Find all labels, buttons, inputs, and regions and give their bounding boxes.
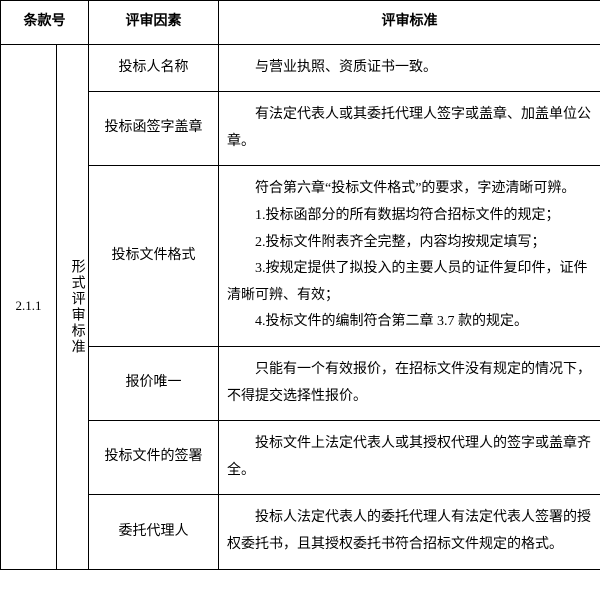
table-row: 投标文件的签署投标文件上法定代表人或其授权代理人的签字或盖章齐全。 (1, 421, 600, 495)
standard-line: 3.按规定提供了拟投入的主要人员的证件复印件，证件清晰可辨、有效； (227, 256, 592, 309)
table-row: 报价唯一只能有一个有效报价，在招标文件没有规定的情况下，不得提交选择性报价。 (1, 346, 600, 420)
standard-cell: 投标人法定代表人的委托代理人有法定代表人签署的授权委托书，且其授权委托书符合招标… (219, 495, 600, 569)
standard-cell: 只能有一个有效报价，在招标文件没有规定的情况下，不得提交选择性报价。 (219, 346, 600, 420)
standard-line: 有法定代表人或其委托代理人签字或盖章、加盖单位公章。 (227, 102, 592, 155)
table-row: 2.1.1形式评审标准投标人名称与营业执照、资质证书一致。 (1, 44, 600, 92)
standard-line: 只能有一个有效报价，在招标文件没有规定的情况下，不得提交选择性报价。 (227, 357, 592, 410)
review-standards-table: 条款号 评审因素 评审标准 2.1.1形式评审标准投标人名称与营业执照、资质证书… (0, 0, 600, 570)
standard-line: 4.投标文件的编制符合第二章 3.7 款的规定。 (227, 309, 592, 336)
factor-cell: 投标文件的签署 (89, 421, 219, 495)
category-label: 形式评审标准 (63, 259, 90, 355)
standard-line: 与营业执照、资质证书一致。 (227, 55, 592, 82)
standard-line: 符合第六章“投标文件格式”的要求，字迹清晰可辨。 (227, 176, 592, 203)
table-header-row: 条款号 评审因素 评审标准 (1, 1, 600, 45)
factor-cell: 投标人名称 (89, 44, 219, 92)
table-row: 委托代理人投标人法定代表人的委托代理人有法定代表人签署的授权委托书，且其授权委托… (1, 495, 600, 569)
factor-cell: 投标文件格式 (89, 166, 219, 347)
standard-cell: 有法定代表人或其委托代理人签字或盖章、加盖单位公章。 (219, 92, 600, 166)
table-row: 投标文件格式符合第六章“投标文件格式”的要求，字迹清晰可辨。1.投标函部分的所有… (1, 166, 600, 347)
standard-cell: 符合第六章“投标文件格式”的要求，字迹清晰可辨。1.投标函部分的所有数据均符合招… (219, 166, 600, 347)
factor-cell: 报价唯一 (89, 346, 219, 420)
standard-line: 投标人法定代表人的委托代理人有法定代表人签署的授权委托书，且其授权委托书符合招标… (227, 505, 592, 558)
factor-cell: 委托代理人 (89, 495, 219, 569)
standard-line: 2.投标文件附表齐全完整，内容均按规定填写； (227, 230, 592, 257)
factor-cell: 投标函签字盖章 (89, 92, 219, 166)
header-clause-no: 条款号 (1, 1, 89, 45)
header-standard: 评审标准 (219, 1, 600, 45)
table-body: 2.1.1形式评审标准投标人名称与营业执照、资质证书一致。投标函签字盖章有法定代… (1, 44, 600, 569)
standard-cell: 投标文件上法定代表人或其授权代理人的签字或盖章齐全。 (219, 421, 600, 495)
clause-number-cell: 2.1.1 (1, 44, 57, 569)
category-cell: 形式评审标准 (57, 44, 89, 569)
header-factor: 评审因素 (89, 1, 219, 45)
table-row: 投标函签字盖章有法定代表人或其委托代理人签字或盖章、加盖单位公章。 (1, 92, 600, 166)
standard-cell: 与营业执照、资质证书一致。 (219, 44, 600, 92)
standard-line: 1.投标函部分的所有数据均符合招标文件的规定； (227, 203, 592, 230)
standard-line: 投标文件上法定代表人或其授权代理人的签字或盖章齐全。 (227, 431, 592, 484)
